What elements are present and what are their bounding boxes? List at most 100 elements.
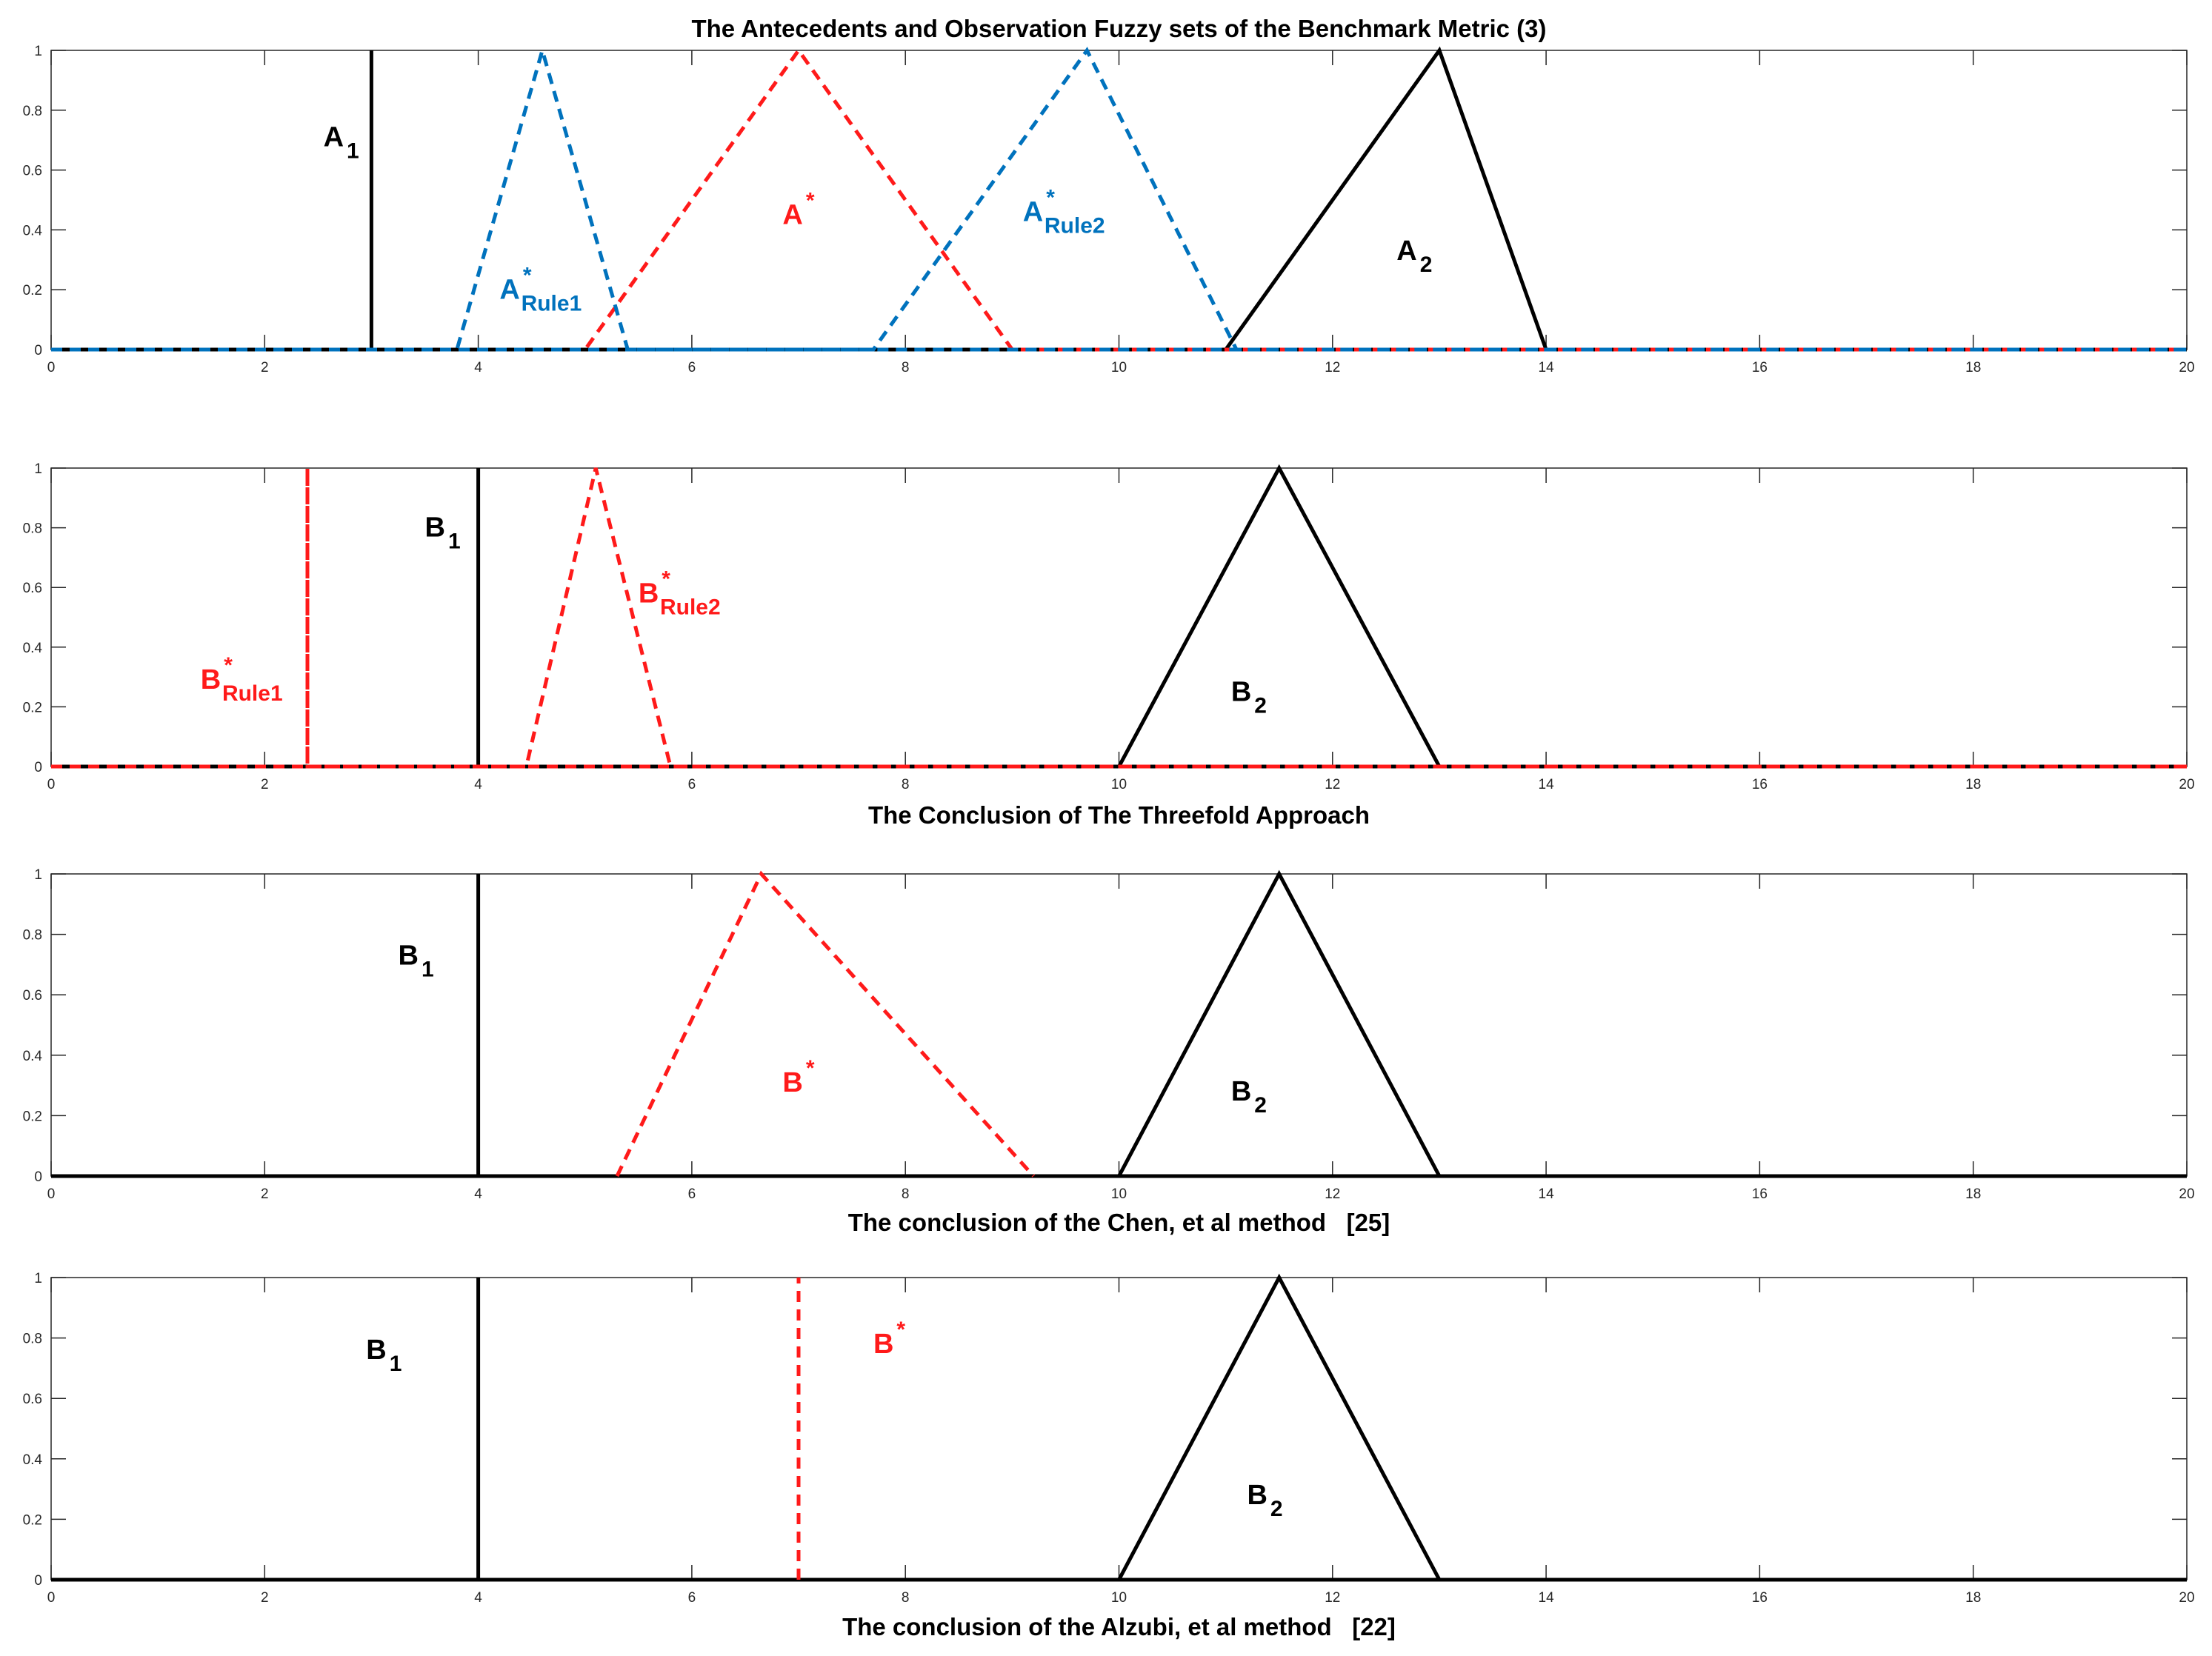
x-tick-label: 12	[1325, 777, 1340, 792]
annotation-label: B * Rule2	[639, 567, 721, 619]
annotation-sub: 2	[1420, 253, 1433, 277]
annotation-base: B	[1247, 1480, 1267, 1511]
y-tick-label: 0	[34, 1169, 42, 1185]
annotation-sub: 1	[448, 530, 461, 554]
y-tick-label: 0.8	[23, 521, 42, 537]
x-tick-label: 8	[902, 777, 910, 792]
annotation-sup: *	[662, 567, 670, 591]
x-tick-label: 6	[688, 360, 696, 375]
chart-title: The Antecedents and Observation Fuzzy se…	[691, 15, 1546, 42]
x-tick-label: 16	[1752, 1186, 1768, 1202]
x-tick-label: 16	[1752, 360, 1768, 375]
annotation-label: B *	[782, 1056, 814, 1098]
series-bstar	[615, 870, 1036, 1178]
y-tick-label: 0.6	[23, 164, 42, 179]
annotation-label: B *	[873, 1318, 905, 1360]
annotation-base: B	[201, 664, 221, 695]
x-tick-label: 18	[1965, 1590, 1981, 1606]
x-tick-label: 8	[902, 1590, 910, 1606]
x-tick-label: 0	[47, 777, 56, 792]
annotation-base: B	[873, 1329, 893, 1360]
series-astarrule1	[51, 43, 2187, 352]
y-tick-label: 0.4	[23, 1452, 43, 1468]
annotation-sub: 1	[422, 957, 434, 981]
x-tick-label: 18	[1965, 1186, 1981, 1202]
x-tick-label: 20	[2179, 777, 2194, 792]
x-tick-label: 6	[688, 1590, 696, 1606]
x-tick-label: 4	[474, 1186, 482, 1202]
annotation-sub: 2	[1254, 693, 1267, 718]
annotation-sup: *	[896, 1318, 905, 1342]
x-tick-label: 2	[261, 360, 269, 375]
x-axis-label: The conclusion of the Chen, et al method…	[848, 1209, 1390, 1236]
x-tick-label: 20	[2179, 1186, 2194, 1202]
annotation-sub: Rule1	[522, 291, 582, 315]
y-tick-label: 0.2	[23, 1109, 42, 1124]
annotation-sup: *	[224, 653, 233, 678]
y-tick-label: 0.8	[23, 104, 42, 119]
y-tick-label: 0.4	[23, 641, 43, 656]
x-tick-label: 6	[688, 1186, 696, 1202]
y-tick-label: 0.6	[23, 581, 42, 596]
annotation-sub: Rule1	[222, 681, 283, 706]
annotation-sup: *	[1046, 185, 1055, 210]
x-tick-label: 0	[47, 1590, 56, 1606]
x-tick-label: 10	[1111, 1186, 1127, 1202]
x-axis-label: The Conclusion of The Threefold Approach	[868, 801, 1370, 829]
x-tick-label: 16	[1752, 777, 1768, 792]
x-tick-label: 4	[474, 777, 482, 792]
y-tick-label: 1	[34, 867, 42, 883]
series-b2	[51, 869, 2187, 1178]
x-tick-label: 8	[902, 1186, 910, 1202]
x-tick-label: 14	[1539, 1186, 1555, 1202]
y-tick-label: 0.4	[23, 1049, 43, 1064]
x-tick-label: 14	[1539, 1590, 1555, 1606]
x-tick-label: 6	[688, 777, 696, 792]
y-tick-label: 0	[34, 343, 42, 358]
x-tick-label: 12	[1325, 1186, 1340, 1202]
annotation-sup: *	[806, 188, 815, 213]
y-tick-label: 0.4	[23, 223, 43, 238]
x-tick-label: 4	[474, 1590, 482, 1606]
y-tick-label: 1	[34, 44, 42, 59]
y-tick-label: 0	[34, 1573, 42, 1589]
y-tick-label: 0.8	[23, 928, 42, 944]
annotation-sub: 1	[390, 1352, 402, 1376]
x-tick-label: 18	[1965, 777, 1981, 792]
y-tick-label: 1	[34, 461, 42, 477]
annotation-base: B	[782, 1067, 802, 1098]
x-tick-label: 2	[261, 1590, 269, 1606]
series-b2	[51, 1273, 2187, 1582]
x-tick-label: 10	[1111, 1590, 1127, 1606]
annotation-base: B	[398, 940, 418, 971]
y-tick-label: 0	[34, 760, 42, 775]
annotation-base: B	[1231, 1076, 1251, 1107]
annotation-base: A	[782, 199, 802, 230]
x-tick-label: 16	[1752, 1590, 1768, 1606]
annotation-label: A * Rule2	[1023, 185, 1105, 238]
annotation-sub: 2	[1254, 1093, 1267, 1118]
x-tick-label: 18	[1965, 360, 1981, 375]
x-tick-label: 14	[1539, 360, 1555, 375]
y-tick-label: 0.2	[23, 1512, 42, 1528]
annotation-sub: 1	[347, 138, 359, 163]
annotation-sup: *	[523, 263, 532, 287]
x-tick-label: 12	[1325, 1590, 1340, 1606]
annotation-base: B	[425, 513, 445, 544]
annotation-sub: Rule2	[1045, 213, 1105, 238]
x-tick-label: 20	[2179, 360, 2194, 375]
series-b2	[51, 464, 2187, 769]
annotation-base: A	[1023, 196, 1043, 227]
x-tick-label: 20	[2179, 1590, 2194, 1606]
annotation-base: B	[1231, 676, 1251, 707]
